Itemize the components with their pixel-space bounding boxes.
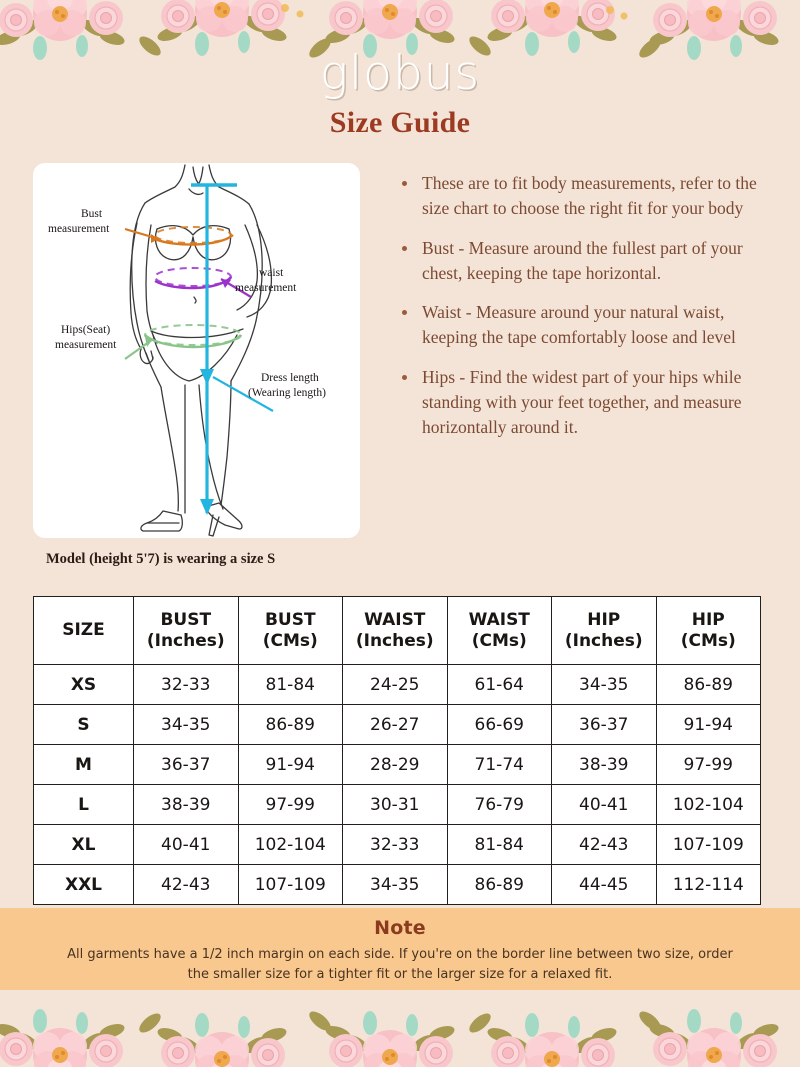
diagram-label-waist-line2: measurement [235,282,297,294]
cell-waist-cms: 86-89 [446,864,552,905]
diagram-label-hips-line1: Hips(Seat) [61,324,110,336]
measurement-instructions-list: These are to fit body measurements, refe… [398,171,770,440]
cell-size: S [33,704,134,745]
cell-hip-inches: 40-41 [551,784,657,825]
cell-bust-inches: 34-35 [133,704,239,745]
cell-hip-inches: 36-37 [551,704,657,745]
size-chart-table-wrapper: SIZE BUST (Inches) BUST (CMs) WAIST (Inc… [33,596,761,905]
cell-size: XXL [33,864,134,905]
floral-border-bottom [0,995,800,1067]
diagram-label-bust-line1: Bust [81,208,103,220]
cell-waist-cms: 76-79 [446,784,552,825]
column-header-unit: (Inches) [564,630,643,651]
cell-hip-inches: 42-43 [551,824,657,865]
list-item: Hips - Find the widest part of your hips… [398,365,770,440]
cell-waist-cms: 61-64 [446,664,552,705]
list-item: Waist - Measure around your natural wais… [398,300,770,350]
cell-size: XS [33,664,134,705]
column-header-unit: (CMs) [680,630,736,651]
cell-hip-cms: 112-114 [655,864,761,905]
cell-bust-cms: 81-84 [237,664,343,705]
cell-hip-cms: 102-104 [655,784,761,825]
brand-logo: globus [319,46,481,101]
cell-hip-cms: 91-94 [655,704,761,745]
table-header-row: SIZE BUST (Inches) BUST (CMs) WAIST (Inc… [33,596,761,665]
column-header-hip-inches: HIP (Inches) [551,596,657,665]
cell-waist-inches: 30-31 [342,784,448,825]
cell-hip-cms: 107-109 [655,824,761,865]
cell-hip-inches: 34-35 [551,664,657,705]
list-item: These are to fit body measurements, refe… [398,171,770,221]
list-item: Bust - Measure around the fullest part o… [398,236,770,286]
diagram-label-bust-line2: measurement [48,223,110,235]
cell-waist-cms: 71-74 [446,744,552,785]
diagram-label-dress-line1: Dress length [261,372,319,384]
diagram-label-waist-line1: waist [259,267,284,279]
cell-size: M [33,744,134,785]
size-chart-table: SIZE BUST (Inches) BUST (CMs) WAIST (Inc… [33,596,761,905]
column-header-bust-cms: BUST (CMs) [237,596,343,665]
diagram-label-dress-line2: (Wearing length) [248,387,326,399]
table-row: XL 40-41 102-104 32-33 81-84 42-43 107-1… [33,824,761,865]
cell-waist-cms: 81-84 [446,824,552,865]
page-header: globus Size Guide [0,0,800,140]
cell-waist-inches: 34-35 [342,864,448,905]
diagram-label-hips-line2: measurement [55,339,117,351]
column-header-bust-inches: BUST (Inches) [133,596,239,665]
cell-hip-inches: 44-45 [551,864,657,905]
cell-waist-inches: 28-29 [342,744,448,785]
column-header-unit: (Inches) [355,630,434,651]
table-row: M 36-37 91-94 28-29 71-74 38-39 97-99 [33,744,761,785]
cell-hip-inches: 38-39 [551,744,657,785]
cell-bust-inches: 32-33 [133,664,239,705]
note-band: Note All garments have a 1/2 inch margin… [0,908,800,990]
column-header-main: HIP [587,609,621,630]
cell-hip-cms: 86-89 [655,664,761,705]
cell-hip-cms: 97-99 [655,744,761,785]
column-header-main: WAIST [364,609,426,630]
cell-waist-inches: 26-27 [342,704,448,745]
column-header-hip-cms: HIP (CMs) [655,596,761,665]
upper-section: Bust measurement waist measurement Hips(… [0,163,800,543]
note-line-2: two size, order the smaller size for a t… [187,947,733,982]
cell-bust-inches: 40-41 [133,824,239,865]
table-row: XS 32-33 81-84 24-25 61-64 34-35 86-89 [33,664,761,705]
column-header-waist-inches: WAIST (Inches) [342,596,448,665]
note-body: All garments have a 1/2 inch margin on e… [0,945,800,984]
column-header-main: SIZE [62,620,105,641]
cell-bust-cms: 107-109 [237,864,343,905]
column-header-unit: (Inches) [146,630,225,651]
cell-bust-cms: 86-89 [237,704,343,745]
table-row: S 34-35 86-89 26-27 66-69 36-37 91-94 [33,704,761,745]
column-header-unit: (CMs) [262,630,318,651]
column-header-main: BUST [264,609,316,630]
column-header-main: HIP [691,609,725,630]
cell-bust-inches: 42-43 [133,864,239,905]
cell-size: XL [33,824,134,865]
cell-bust-cms: 91-94 [237,744,343,785]
cell-size: L [33,784,134,825]
cell-bust-cms: 102-104 [237,824,343,865]
column-header-unit: (CMs) [471,630,527,651]
column-header-waist-cms: WAIST (CMs) [446,596,552,665]
cell-waist-inches: 24-25 [342,664,448,705]
cell-waist-cms: 66-69 [446,704,552,745]
cell-bust-inches: 38-39 [133,784,239,825]
cell-waist-inches: 32-33 [342,824,448,865]
column-header-main: BUST [160,609,212,630]
page-title: Size Guide [329,106,471,139]
table-row: XXL 42-43 107-109 34-35 86-89 44-45 112-… [33,864,761,905]
model-info-text: Model (height 5'7) is wearing a size S [46,551,276,567]
note-line-1: All garments have a 1/2 inch margin on e… [67,947,633,962]
table-row: L 38-39 97-99 30-31 76-79 40-41 102-104 [33,784,761,825]
body-measurement-diagram: Bust measurement waist measurement Hips(… [33,163,360,538]
column-header-main: WAIST [468,609,530,630]
note-title: Note [374,917,426,939]
column-header-size: SIZE [33,596,134,665]
cell-bust-cms: 97-99 [237,784,343,825]
cell-bust-inches: 36-37 [133,744,239,785]
